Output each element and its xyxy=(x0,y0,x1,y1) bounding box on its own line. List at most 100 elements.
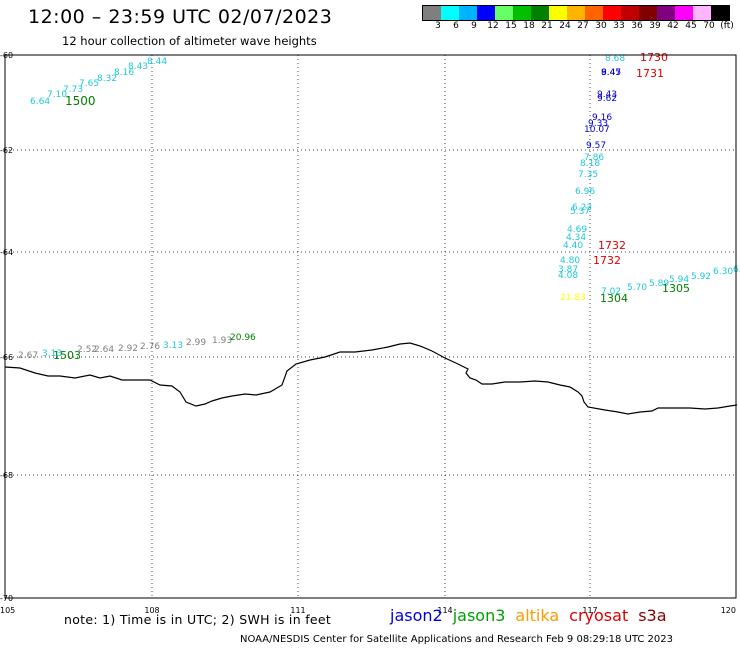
wave-height-label: 7.65 xyxy=(79,79,99,89)
track-time-label: 1730 xyxy=(640,51,668,64)
longitude-tick-label: 111 xyxy=(290,606,305,615)
track-time-label: 1500 xyxy=(65,94,96,108)
wave-height-label: 21.83 xyxy=(560,293,586,303)
wave-height-label: 2.67 xyxy=(18,351,38,361)
color-swatch xyxy=(459,6,477,20)
color-swatch xyxy=(477,6,495,20)
wave-height-label: 20.96 xyxy=(230,333,256,343)
footer-credit: NOAA/NESDIS Center for Satellite Applica… xyxy=(240,634,673,645)
color-scale-tick: 6 xyxy=(453,21,459,31)
wave-height-label: 9.33 xyxy=(588,119,608,129)
color-scale-tick: 30 xyxy=(595,21,607,31)
wave-height-label: 2.76 xyxy=(140,342,160,352)
color-swatch xyxy=(441,6,459,20)
wave-height-label: 9.57 xyxy=(586,141,606,151)
wave-height-label: 8.68 xyxy=(605,54,625,64)
wave-height-label: 6.96 xyxy=(575,187,595,197)
color-swatch xyxy=(711,6,729,20)
wave-height-label: 4.69 xyxy=(567,225,587,235)
legend-entry-cryosat: cryosat xyxy=(569,606,629,625)
wave-height-label: 5.70 xyxy=(627,283,647,293)
legend-entry-altika: altika xyxy=(515,606,560,625)
wave-height-label: 7.35 xyxy=(578,170,598,180)
color-scale-tick: 24 xyxy=(559,21,571,31)
latitude-tick-label: -64 xyxy=(0,248,13,257)
color-scale-tick: 42 xyxy=(667,21,679,31)
wave-height-label: 9.43 xyxy=(597,90,617,100)
color-swatch xyxy=(531,6,549,20)
legend-entry-jason3: jason3 xyxy=(452,606,506,625)
wave-height-label: 7.86 xyxy=(584,153,604,163)
color-swatch xyxy=(585,6,603,20)
track-time-label: 1503 xyxy=(53,349,81,362)
color-swatch xyxy=(513,6,531,20)
wave-height-label: 4.80 xyxy=(560,256,580,266)
legend-entry-jason2: jason2 xyxy=(390,606,443,625)
color-scale-tick: 3 xyxy=(435,21,441,31)
color-swatch xyxy=(423,6,441,20)
color-scale-ticks: 3 6 9 12 15 18 21 24 27 30 33 36 39 42 45 70 (ft) xyxy=(422,21,740,33)
wave-height-label: 2.64 xyxy=(94,345,114,355)
track-time-label: 1732 xyxy=(593,254,621,267)
longitude-tick-label: 108 xyxy=(144,606,159,615)
wave-height-label: 7.02 xyxy=(601,287,621,297)
wave-height-label: 10.07 xyxy=(584,125,610,135)
track-time-label: 1305 xyxy=(662,282,690,295)
color-scale-tick: 21 xyxy=(541,21,553,31)
color-swatch xyxy=(693,6,711,20)
wave-height-label: 9.16 xyxy=(592,113,612,123)
track-time-label: 1732 xyxy=(598,239,626,252)
color-scale-tick: 70 xyxy=(703,21,715,31)
wave-height-label: 2.52 xyxy=(77,345,97,355)
latitude-tick-label: -68 xyxy=(0,471,13,480)
wave-height-label: 7.73 xyxy=(63,85,83,95)
satellite-legend: jason2 jason3 altika cryosat s3a xyxy=(390,606,677,625)
color-scale-tick: 15 xyxy=(505,21,517,31)
wave-height-label: 5.89 xyxy=(649,279,669,289)
wave-height-label: 2.99 xyxy=(186,338,206,348)
track-time-label: 1304 xyxy=(600,292,628,305)
wave-height-label: 4.34 xyxy=(566,233,586,243)
color-scale-tick: 39 xyxy=(649,21,661,31)
wave-height-label: 8.16 xyxy=(114,68,134,78)
wave-height-label: 8.45 xyxy=(601,68,621,78)
wave-height-label: 9.62 xyxy=(597,94,617,104)
color-scale-tick: 27 xyxy=(577,21,589,31)
color-scale-tick: 33 xyxy=(613,21,625,31)
wave-height-label: 5.92 xyxy=(691,272,711,282)
coastline xyxy=(4,342,738,415)
wave-height-label: 5.94 xyxy=(669,275,689,285)
wave-height-label: 3.13 xyxy=(163,341,183,351)
color-swatch xyxy=(567,6,585,20)
wave-height-labels: 6.647.107.737.658.328.168.438.44 1500 8.68… xyxy=(18,51,740,362)
latitude-tick-label: -66 xyxy=(0,353,13,362)
wave-height-label: 8.18 xyxy=(580,159,600,169)
wave-height-label: 9.47 xyxy=(601,68,621,78)
wave-height-label: 6.64 xyxy=(30,97,50,107)
wave-height-label: 4.40 xyxy=(563,241,583,251)
color-swatch xyxy=(639,6,657,20)
color-swatch xyxy=(675,6,693,20)
track-time-label: 1731 xyxy=(636,67,664,80)
longitude-tick-label: 117 xyxy=(582,606,597,615)
color-scale-tick: 36 xyxy=(631,21,643,31)
wave-height-label: 2.92 xyxy=(118,344,138,354)
map-subtitle: 12 hour collection of altimeter wave hei… xyxy=(62,34,317,48)
wave-height-label: 4.08 xyxy=(558,271,578,281)
color-swatch xyxy=(495,6,513,20)
color-scale-tick: 12 xyxy=(487,21,499,31)
wave-height-label: 6.23 xyxy=(572,203,592,213)
color-swatch xyxy=(657,6,675,20)
latitude-tick-label: -62 xyxy=(0,146,13,155)
wave-height-label: 8.44 xyxy=(147,57,167,67)
longitude-tick-label: 105 xyxy=(0,606,15,615)
wave-height-label: 3.87 xyxy=(558,265,578,275)
wave-height-label: 1.93 xyxy=(212,336,232,346)
wave-height-label: 5.37 xyxy=(570,207,590,217)
legend-entry-s3a: s3a xyxy=(638,606,667,625)
color-swatch xyxy=(603,6,621,20)
wave-height-label: 8.32 xyxy=(97,74,117,84)
color-swatch xyxy=(621,6,639,20)
